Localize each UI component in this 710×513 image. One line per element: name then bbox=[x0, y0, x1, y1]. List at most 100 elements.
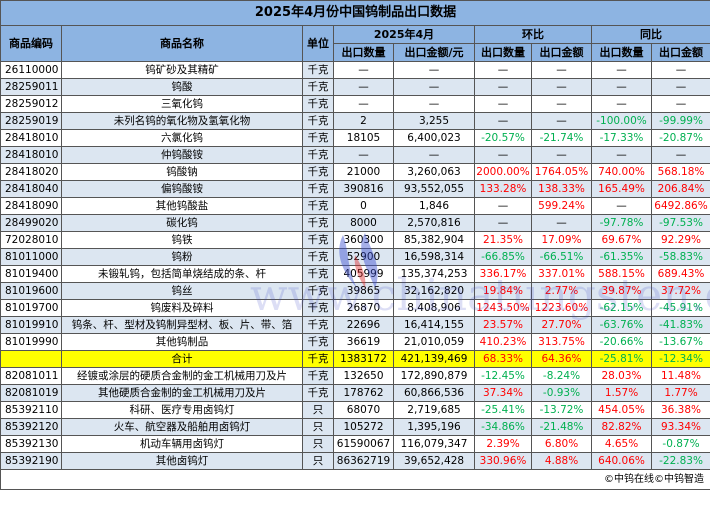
cell-amount: — bbox=[393, 61, 475, 79]
cell-yoy-amt: 689.43% bbox=[650, 265, 710, 283]
cell-qty: 68070 bbox=[333, 401, 394, 419]
cell-mom-amt: -21.48% bbox=[531, 418, 592, 436]
cell-unit: 千克 bbox=[302, 384, 334, 402]
cell-unit: 千克 bbox=[302, 95, 334, 113]
tungsten-export-table: 2025年4月份中国钨制品出口数据 商品编码 商品名称 单位 2025年4月 环… bbox=[0, 0, 710, 490]
cell-mom-amt: 4.88% bbox=[531, 452, 592, 470]
cell-unit: 只 bbox=[302, 418, 334, 436]
cell-mom-qty: -12.45% bbox=[474, 367, 532, 385]
cell-yoy-amt: 36.38% bbox=[650, 401, 710, 419]
cell-yoy-amt: -99.99% bbox=[650, 112, 710, 130]
cell-unit: 千克 bbox=[302, 282, 334, 300]
cell-yoy-qty: -17.33% bbox=[591, 129, 652, 147]
cell-mom-qty: -25.41% bbox=[474, 401, 532, 419]
cell-mom-qty: 336.17% bbox=[474, 265, 532, 283]
cell-mom-amt: 313.75% bbox=[531, 333, 592, 351]
cell-qty: 36619 bbox=[333, 333, 394, 351]
cell-yoy-amt: 37.72% bbox=[650, 282, 710, 300]
cell-unit: 千克 bbox=[302, 316, 334, 334]
cell-unit: 千克 bbox=[302, 197, 334, 215]
cell-mom-amt: 2.77% bbox=[531, 282, 592, 300]
cell-amount: 172,890,879 bbox=[393, 367, 475, 385]
cell-code: 85392110 bbox=[0, 401, 62, 419]
header-mom-qty: 出口数量 bbox=[474, 43, 532, 62]
cell-name: 钨铁 bbox=[61, 231, 303, 249]
cell-yoy-qty: -25.81% bbox=[591, 350, 652, 368]
cell-mom-qty: 68.33% bbox=[474, 350, 532, 368]
header-name: 商品名称 bbox=[61, 25, 303, 62]
cell-yoy-qty: 82.82% bbox=[591, 418, 652, 436]
cell-mom-qty: — bbox=[474, 61, 532, 79]
table-row: 85392110 科研、医疗专用卤钨灯只 68070 2,719,685 -25.41%… bbox=[0, 401, 710, 419]
cell-qty: 22696 bbox=[333, 316, 394, 334]
cell-yoy-qty: 640.06% bbox=[591, 452, 652, 470]
cell-yoy-qty: -62.15% bbox=[591, 299, 652, 317]
cell-unit: 千克 bbox=[302, 265, 334, 283]
cell-yoy-qty: — bbox=[591, 197, 652, 215]
cell-amount: 2,719,685 bbox=[393, 401, 475, 419]
cell-mom-qty: 330.96% bbox=[474, 452, 532, 470]
cell-yoy-amt: 11.48% bbox=[650, 367, 710, 385]
cell-mom-amt: -8.24% bbox=[531, 367, 592, 385]
cell-code: 81019700 bbox=[0, 299, 62, 317]
cell-amount: — bbox=[393, 146, 475, 164]
cell-code: 82081019 bbox=[0, 384, 62, 402]
cell-code: 26110000 bbox=[0, 61, 62, 79]
table-row: 28259019 未列名钨的氧化物及氢氧化物 千克 2 3,255— — -100.00% -… bbox=[0, 112, 710, 130]
cell-yoy-amt: — bbox=[650, 61, 710, 79]
header-period: 2025年4月 bbox=[333, 25, 475, 44]
cell-unit: 千克 bbox=[302, 129, 334, 147]
cell-unit: 千克 bbox=[302, 333, 334, 351]
cell-unit: 千克 bbox=[302, 112, 334, 130]
cell-code: 28418040 bbox=[0, 180, 62, 198]
table-row: 28259012 三氧化钨 千克 — — — — — — bbox=[0, 95, 710, 113]
cell-name: 偏钨酸铵 bbox=[61, 180, 303, 198]
cell-yoy-qty: -97.78% bbox=[591, 214, 652, 232]
cell-name: 钨废料及碎料 bbox=[61, 299, 303, 317]
cell-mom-amt: 138.33% bbox=[531, 180, 592, 198]
cell-yoy-amt: — bbox=[650, 146, 710, 164]
cell-amount: 3,255 bbox=[393, 112, 475, 130]
cell-qty: — bbox=[333, 78, 394, 96]
cell-qty: — bbox=[333, 61, 394, 79]
table-row: 81019910 钨条、杆、型材及钨制异型材、板、片、带、箔 千克 22696 16,4… bbox=[0, 316, 710, 334]
cell-mom-qty: 23.57% bbox=[474, 316, 532, 334]
copyright-footer: ©中钨在线©中钨智造 bbox=[0, 469, 710, 490]
cell-name: 钨条、杆、型材及钨制异型材、板、片、带、箔 bbox=[61, 316, 303, 334]
cell-qty: 21000 bbox=[333, 163, 394, 181]
table-row: 81019700 钨废料及碎料 千克 26870 8,408,906 1243.50% 12… bbox=[0, 299, 710, 317]
cell-name: 其他钨酸盐 bbox=[61, 197, 303, 215]
cell-qty: 1383172 bbox=[333, 350, 394, 368]
cell-code: 28259012 bbox=[0, 95, 62, 113]
header-yoy: 同比 bbox=[590, 25, 710, 44]
cell-yoy-qty: -100.00% bbox=[591, 112, 652, 130]
cell-yoy-amt: -58.83% bbox=[650, 248, 710, 266]
table-row: 81019400 未锻轧钨，包括简单烧结成的条、杆 千克 405999 135,374,… bbox=[0, 265, 710, 283]
cell-amount: 16,414,155 bbox=[393, 316, 475, 334]
cell-mom-qty: — bbox=[474, 112, 532, 130]
cell-mom-amt: — bbox=[531, 146, 592, 164]
cell-qty: 2 bbox=[333, 112, 394, 130]
cell-mom-qty: 133.28% bbox=[474, 180, 532, 198]
cell-yoy-amt: -13.67% bbox=[650, 333, 710, 351]
cell-qty: 8000 bbox=[333, 214, 394, 232]
cell-amount: 85,382,904 bbox=[393, 231, 475, 249]
cell-code: 82081011 bbox=[0, 367, 62, 385]
header-yoy-amt: 出口金额 bbox=[650, 43, 710, 62]
table-row: 85392120 火车、航空器及船舶用卤钨灯只 105272 1,395,196 -34… bbox=[0, 418, 710, 436]
cell-name: 其他硬质合金制的金工机械用刀及片 bbox=[61, 384, 303, 402]
cell-yoy-qty: 39.87% bbox=[591, 282, 652, 300]
cell-qty: 390816 bbox=[333, 180, 394, 198]
cell-yoy-amt: 93.34% bbox=[650, 418, 710, 436]
cell-code: 28418010 bbox=[0, 129, 62, 147]
cell-mom-amt: — bbox=[531, 214, 592, 232]
table-row: 85392190 其他卤钨灯只 86362719 39,652,428 330.96% 4… bbox=[0, 452, 710, 470]
cell-qty: 61590067 bbox=[333, 435, 394, 453]
header-mom-amt: 出口金额 bbox=[531, 43, 592, 62]
cell-yoy-amt: — bbox=[650, 95, 710, 113]
cell-yoy-amt: -97.53% bbox=[650, 214, 710, 232]
cell-yoy-amt: 206.84% bbox=[650, 180, 710, 198]
cell-yoy-amt: — bbox=[650, 78, 710, 96]
header-amount: 出口金额/元 bbox=[393, 43, 475, 62]
